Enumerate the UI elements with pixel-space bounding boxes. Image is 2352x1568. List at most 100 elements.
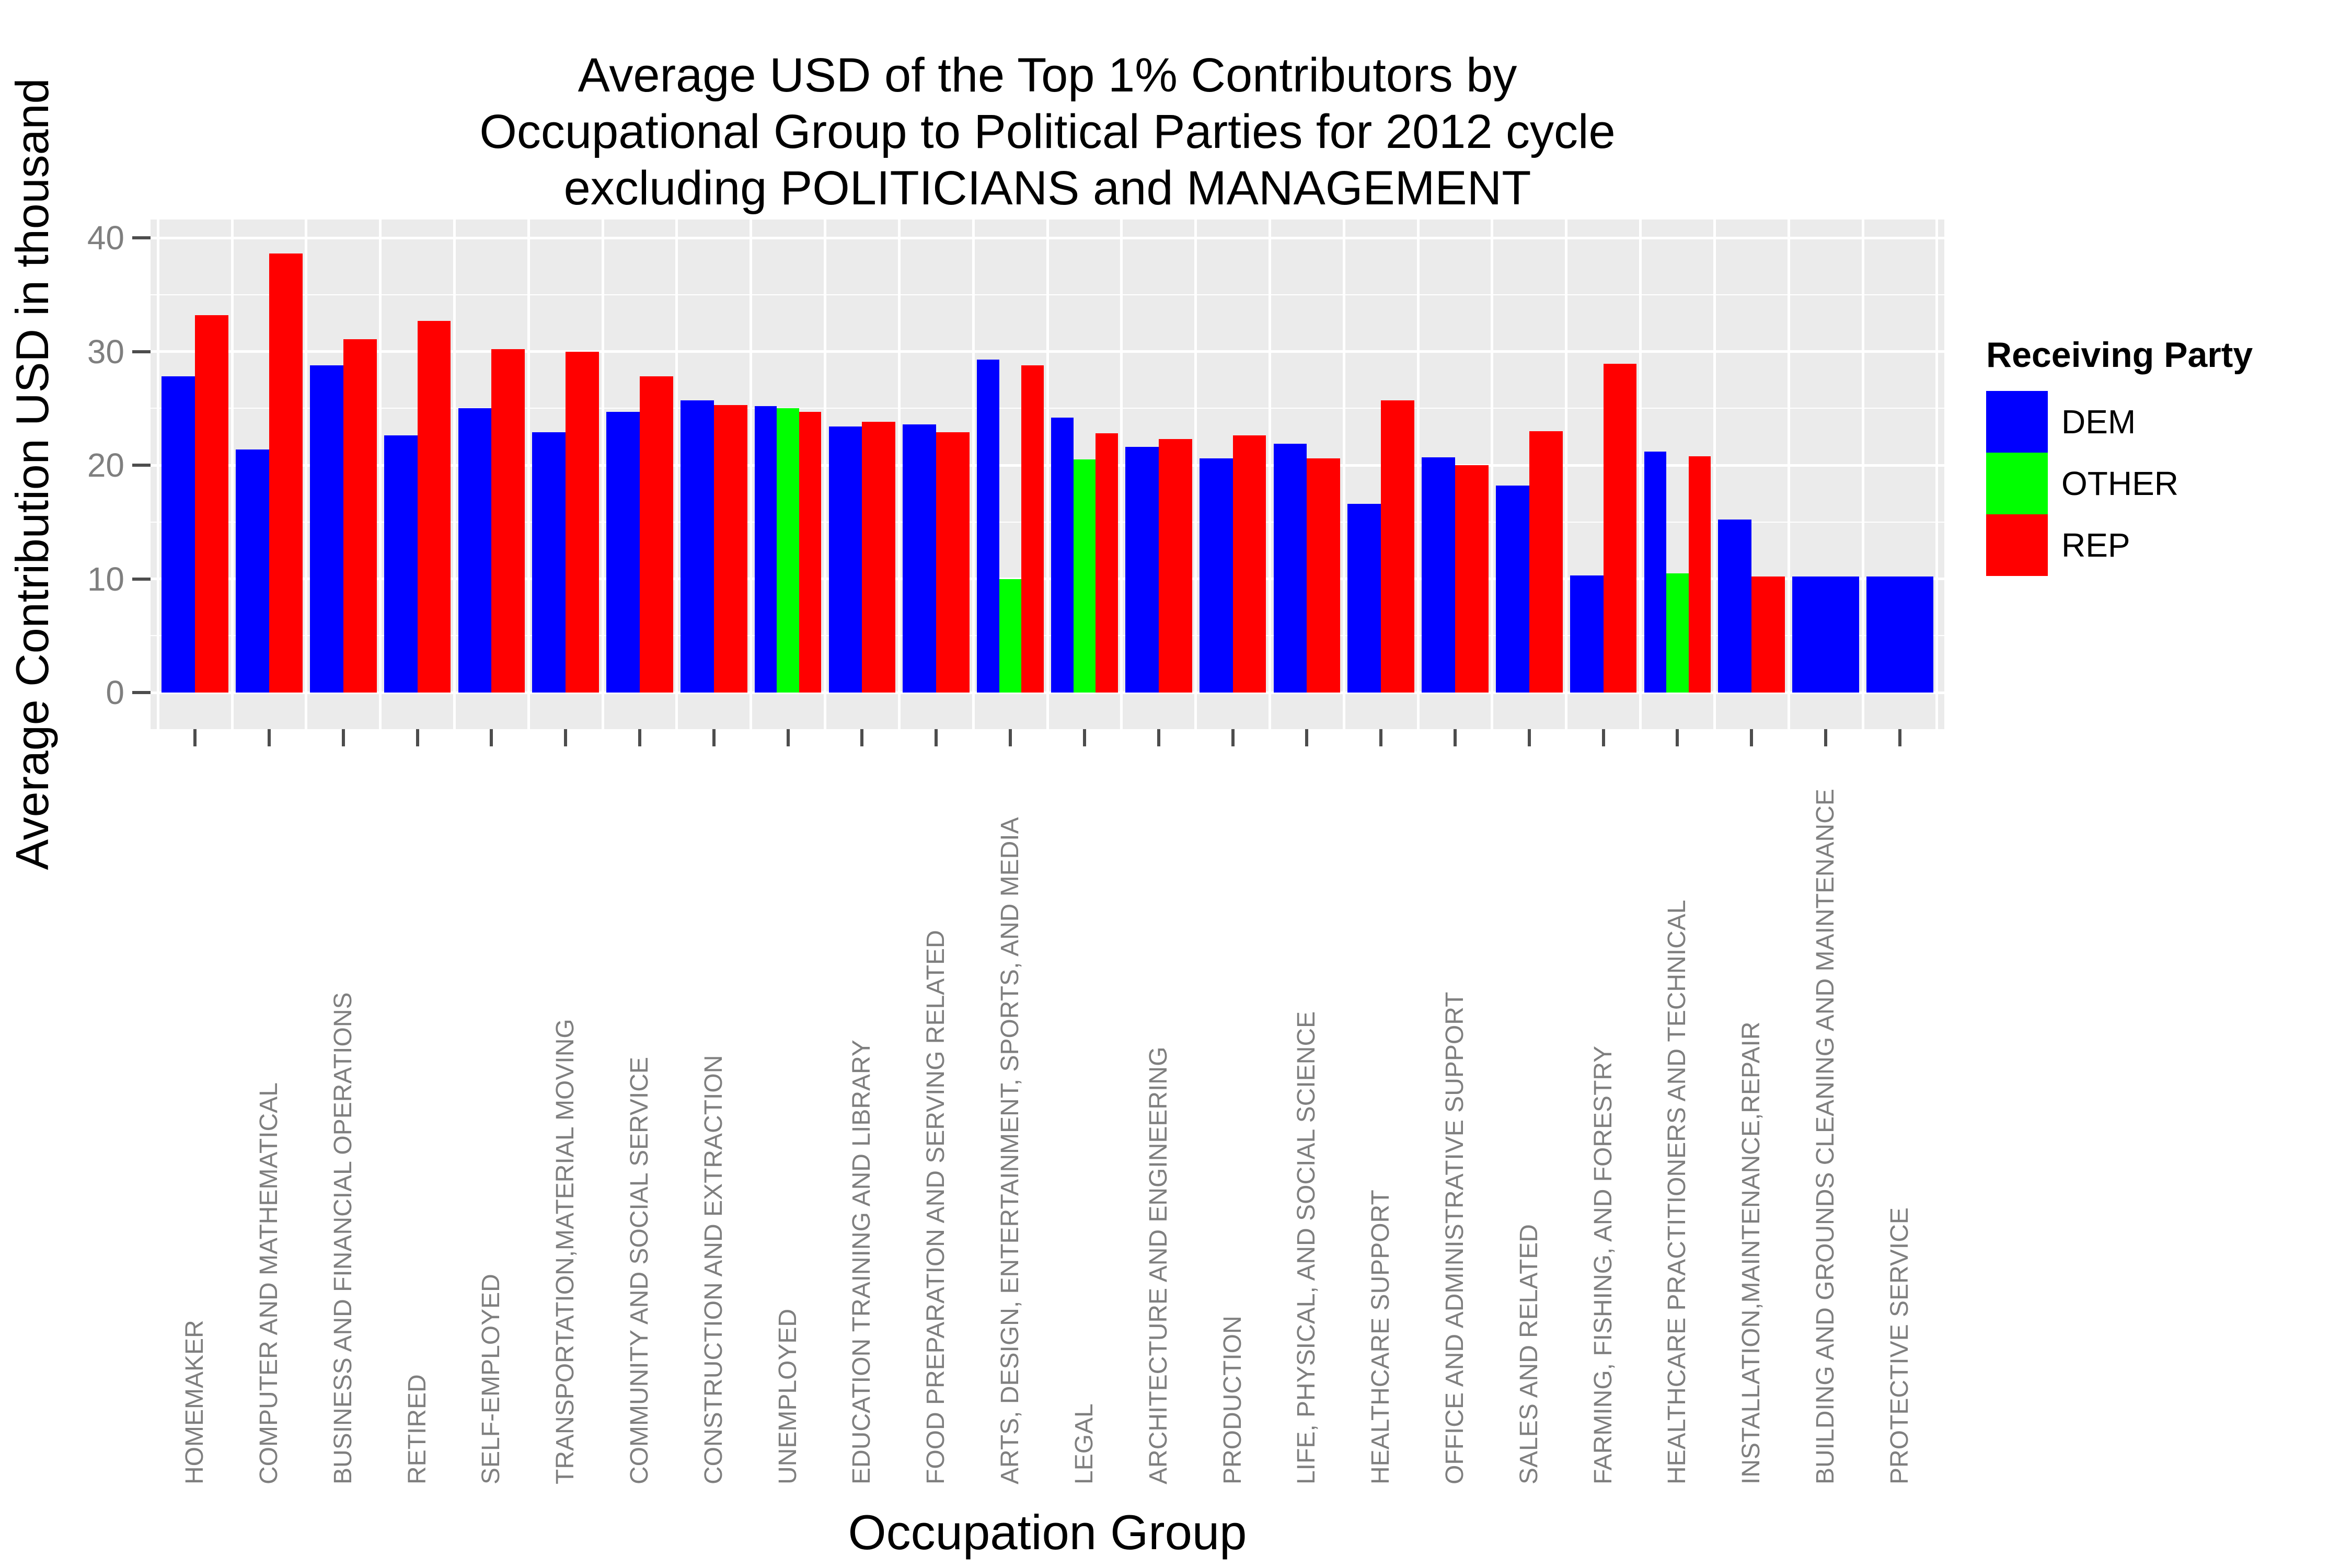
x-axis-label-23: PROTECTIVE SERVICE <box>1885 1207 1913 1484</box>
bar-dem-7 <box>681 400 714 693</box>
chart-title: Average USD of the Top 1% Contributors b… <box>151 47 1944 216</box>
x-axis-label-8: UNEMPLOYED <box>774 1308 802 1484</box>
x-axis-label-16: HEALTHCARE SUPPORT <box>1367 1190 1395 1484</box>
x-gridline-8 <box>750 220 753 729</box>
y-axis-tick-30 <box>132 350 151 353</box>
x-gridline-9 <box>824 220 827 729</box>
x-gridline-16 <box>1342 220 1345 729</box>
x-axis-tick-8 <box>786 729 790 746</box>
bar-dem-15 <box>1273 443 1307 693</box>
bar-other-20 <box>1666 573 1689 693</box>
x-gridline-5 <box>527 220 530 729</box>
legend-entry-other: OTHER <box>1986 453 2253 514</box>
bar-dem-5 <box>532 432 566 693</box>
legend-label-other: OTHER <box>2061 465 2178 502</box>
legend-entry-rep: REP <box>1986 514 2253 576</box>
x-axis-label-19: FARMING, FISHING, AND FORESTRY <box>1589 1045 1617 1484</box>
x-axis-label-12: LEGAL <box>1070 1403 1098 1484</box>
legend-label-dem: DEM <box>2061 403 2136 441</box>
x-axis-tick-6 <box>638 729 641 746</box>
bar-rep-9 <box>862 422 896 693</box>
x-axis-label-10: FOOD PREPARATION AND SERVING RELATED <box>922 930 950 1484</box>
bar-dem-8 <box>754 406 777 693</box>
x-axis-tick-23 <box>1898 729 1901 746</box>
chart-title-line-1: Average USD of the Top 1% Contributors b… <box>578 49 1517 102</box>
bar-rep-14 <box>1232 435 1266 693</box>
bar-rep-15 <box>1307 458 1341 693</box>
x-axis-tick-17 <box>1454 729 1457 746</box>
bar-dem-22 <box>1792 577 1859 693</box>
x-axis-tick-18 <box>1527 729 1531 746</box>
bar-rep-18 <box>1529 431 1563 693</box>
y-axis-tick-0 <box>132 691 151 694</box>
x-axis-label-11: ARTS, DESIGN, ENTERTAINMENT, SPORTS, AND… <box>996 817 1024 1484</box>
bar-dem-18 <box>1496 486 1529 693</box>
bar-dem-17 <box>1422 457 1455 693</box>
x-gridline-14 <box>1194 220 1197 729</box>
x-axis-tick-12 <box>1082 729 1086 746</box>
x-gridline-22 <box>1787 220 1790 729</box>
bar-rep-11 <box>1021 365 1044 693</box>
bar-dem-12 <box>1051 417 1074 693</box>
x-axis-tick-4 <box>490 729 493 746</box>
chart-title-line-3: excluding POLITICIANS and MANAGEMENT <box>563 162 1531 215</box>
y-axis-tick-label-20: 20 <box>87 446 124 484</box>
x-axis-tick-5 <box>564 729 568 746</box>
bar-rep-10 <box>936 432 970 693</box>
x-gridline-13 <box>1120 220 1123 729</box>
x-gridline-15 <box>1268 220 1271 729</box>
bar-dem-4 <box>458 408 492 693</box>
y-axis-tick-40 <box>132 236 151 239</box>
x-axis-label-14: PRODUCTION <box>1218 1316 1247 1484</box>
bar-dem-16 <box>1347 503 1381 693</box>
bar-other-12 <box>1073 459 1096 693</box>
bar-dem-6 <box>606 411 640 693</box>
x-axis-tick-16 <box>1379 729 1383 746</box>
legend-swatch-rep <box>1986 514 2048 576</box>
bar-rep-7 <box>713 405 747 693</box>
x-axis-tick-22 <box>1824 729 1828 746</box>
x-gridline-19 <box>1565 220 1568 729</box>
x-axis-label-3: RETIRED <box>403 1374 431 1484</box>
x-axis-tick-9 <box>860 729 864 746</box>
x-axis-label-1: COMPUTER AND MATHEMATICAL <box>255 1082 283 1484</box>
legend-rows: DEM OTHER REP <box>1986 391 2253 576</box>
bar-rep-1 <box>269 253 303 693</box>
x-gridline-21 <box>1713 220 1716 729</box>
bar-dem-10 <box>903 424 937 693</box>
bar-dem-11 <box>977 359 999 693</box>
bar-rep-20 <box>1688 456 1711 693</box>
y-axis-tick-20 <box>132 464 151 467</box>
x-axis-tick-20 <box>1676 729 1679 746</box>
bar-rep-8 <box>799 411 822 693</box>
bar-dem-19 <box>1570 575 1604 693</box>
bar-dem-0 <box>162 376 195 693</box>
bar-other-8 <box>777 408 799 693</box>
x-gridline-1 <box>230 220 234 729</box>
x-axis-label-20: HEALTHCARE PRACTITIONERS AND TECHNICAL <box>1663 900 1691 1484</box>
bar-rep-6 <box>640 376 673 693</box>
legend-title: Receiving Party <box>1986 335 2253 375</box>
x-axis-label-18: SALES AND RELATED <box>1515 1224 1543 1484</box>
bar-dem-13 <box>1125 447 1159 693</box>
x-axis-label-6: COMMUNITY AND SOCIAL SERVICE <box>626 1057 653 1484</box>
x-axis-tick-3 <box>416 729 419 746</box>
x-axis-label-0: HOMEMAKER <box>181 1320 209 1484</box>
legend-label-rep: REP <box>2061 526 2130 564</box>
y-axis-tick-label-40: 40 <box>87 219 124 257</box>
x-gridline-10 <box>897 220 901 729</box>
x-axis-label-2: BUSINESS AND FINANCIAL OPERATIONS <box>329 992 357 1484</box>
x-axis-tick-11 <box>1009 729 1012 746</box>
bar-rep-13 <box>1158 439 1192 693</box>
x-axis-tick-19 <box>1601 729 1605 746</box>
y-axis-tick-10 <box>132 577 151 581</box>
legend-swatch-other <box>1986 453 2048 514</box>
bar-rep-4 <box>491 349 525 693</box>
y-axis-tick-label-10: 10 <box>87 560 124 598</box>
x-axis-tick-2 <box>341 729 345 746</box>
x-axis-label-4: SELF-EMPLOYED <box>477 1274 505 1484</box>
x-gridline-18 <box>1491 220 1494 729</box>
bar-rep-12 <box>1096 433 1118 693</box>
bar-rep-3 <box>417 320 451 693</box>
